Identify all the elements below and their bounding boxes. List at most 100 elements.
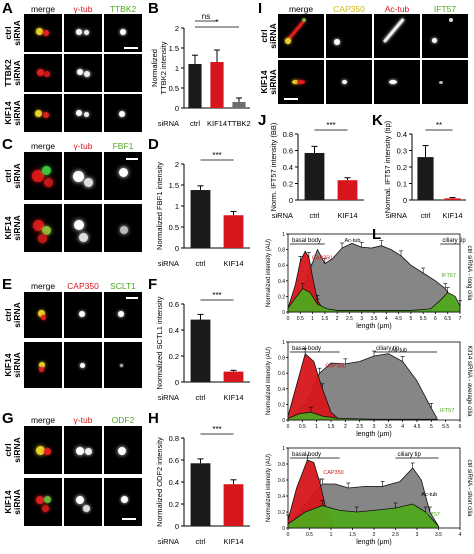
header-ac-tub: Ac-tub (384, 4, 410, 14)
micrograph-tile (24, 94, 62, 132)
ift57-area (287, 411, 438, 421)
y-tick-label: 0.5 (169, 84, 179, 93)
x-axis-label: length (μm) (356, 539, 392, 546)
header-ttbk2: TTBK2 (109, 4, 137, 14)
significance-label: ns (202, 12, 210, 21)
ciliary-tip-label: ciliary tip (442, 238, 466, 244)
header-merge: merge (30, 415, 56, 425)
panel-label-h: H (148, 410, 159, 427)
micrograph-tile (64, 426, 102, 474)
micrograph-tile (326, 14, 372, 58)
header-odf2: ODF2 (111, 415, 135, 425)
x-tick-label: ctrl (190, 119, 200, 128)
header-gamma-tub: γ-tub (73, 4, 93, 14)
row-label-ttbk2: TTBK2 siRNA (3, 59, 22, 87)
x-axis-label: siRNA (158, 119, 179, 128)
micrograph-tile (104, 204, 142, 252)
cap350-area (287, 352, 341, 421)
micrograph-tile (422, 60, 468, 104)
header-merge: merge (288, 4, 314, 14)
x-tick-label: 0.5 (306, 532, 313, 538)
y-tick-label: 0 (289, 196, 293, 205)
micrograph-tile (374, 14, 420, 58)
x-tick-label: TTBK2 (227, 119, 250, 128)
x-tick-label: 3.5 (385, 424, 392, 430)
micrograph-tile (64, 54, 102, 92)
x-tick-label: 3 (416, 532, 419, 538)
x-tick-label: 2.5 (346, 316, 353, 322)
micrograph-tile (24, 342, 62, 388)
ift57-area (287, 288, 461, 313)
y-tick-label: 0 (175, 104, 179, 113)
ift57-label: IFT57 (426, 512, 440, 518)
y-tick-label: 1 (282, 232, 285, 238)
y-tick-label: 0.4 (283, 163, 293, 172)
x-tick-label: 1 (311, 316, 314, 322)
y-tick-label: 0.2 (169, 352, 179, 361)
x-tick-label: 1.5 (321, 316, 328, 322)
bar (417, 157, 434, 200)
bar (210, 62, 224, 108)
bar (304, 152, 325, 200)
y-tick-label: 0.6 (278, 478, 285, 484)
x-tick-label: 6 (434, 316, 437, 322)
row-label-ctrl: ctrl siRNA (3, 20, 22, 46)
bar (190, 190, 211, 248)
y-tick-label: 0 (282, 418, 285, 424)
scale-bar (122, 518, 136, 520)
micrograph-tile (104, 292, 142, 338)
row-label-kif14: KIF14 siRNA (3, 489, 22, 515)
y-tick-label: 0.4 (278, 387, 285, 393)
significance-label: *** (212, 151, 221, 160)
y-axis-label: Normalized FBF1 intensity (155, 162, 164, 250)
x-axis-label: siRNA (386, 211, 407, 220)
micrograph-tile (278, 14, 324, 58)
ciliary-tip-label: ciliary tip (376, 346, 400, 352)
micrograph-tile (24, 204, 62, 252)
row-label-kif14: KIF14 siRNA (3, 100, 22, 126)
y-tick-label: 1.5 (169, 181, 179, 190)
y-tick-label: 0.4 (278, 494, 285, 500)
bar-chart-k: 0 0.1 0.2 0.3 0.4 Normal. IFT57 intensity (ti… (383, 120, 466, 220)
y-axis-label: Normalized SCTL1 intensity (155, 296, 164, 389)
x-tick-label: 0 (287, 424, 290, 430)
y-tick-label: 0 (175, 378, 179, 387)
y-tick-label: 1 (175, 202, 179, 211)
significance-label: * (215, 18, 218, 27)
y-tick-label: 1 (282, 340, 285, 346)
ciliary-tip-label: ciliary tip (398, 452, 422, 458)
y-tick-label: 0.8 (278, 356, 285, 362)
subplot-side-label: ctrl siRNA - short cilia (466, 459, 472, 517)
y-axis-label-line1: Normalized (150, 49, 159, 87)
ac-tub-label: Ac-tub (391, 347, 407, 353)
x-tick-label: KIF14 (223, 393, 243, 402)
y-tick-label: 0.2 (169, 500, 179, 509)
y-tick-label: 1 (282, 446, 285, 452)
y-axis-label: TTBK2 intensity (159, 41, 168, 94)
micrograph-tile (422, 14, 468, 58)
panel-label-g: G (2, 410, 14, 427)
x-tick-label: 3 (360, 316, 363, 322)
bar (190, 463, 211, 526)
x-tick-label: 5.5 (420, 316, 427, 322)
row-label-ctrl: ctrl siRNA (3, 302, 22, 328)
y-tick-label: 2 (175, 160, 179, 169)
x-tick-label: 0.5 (297, 316, 304, 322)
x-tick-label: 5 (409, 316, 412, 322)
micrograph-tile (64, 478, 102, 526)
header-merge: merge (30, 141, 56, 151)
y-axis-label: Normalized intensity (AU) (266, 454, 272, 522)
x-axis-label: siRNA (158, 393, 179, 402)
y-tick-label: 0.6 (169, 456, 179, 465)
x-tick-label: 2 (336, 316, 339, 322)
scale-bar (126, 297, 138, 299)
bar-chart-j: 0 0.2 0.4 0.6 0.8 Norm. IFT57 intensity (BB) c… (269, 121, 364, 220)
significance-label: *** (212, 425, 221, 434)
ift57-label: IFT57 (442, 273, 456, 279)
panel-label-c: C (2, 136, 13, 153)
scale-bar (124, 47, 138, 49)
bar (337, 180, 358, 200)
y-tick-label: 0.8 (278, 462, 285, 468)
x-tick-label: 2.5 (356, 424, 363, 430)
x-tick-label: 4 (401, 424, 404, 430)
